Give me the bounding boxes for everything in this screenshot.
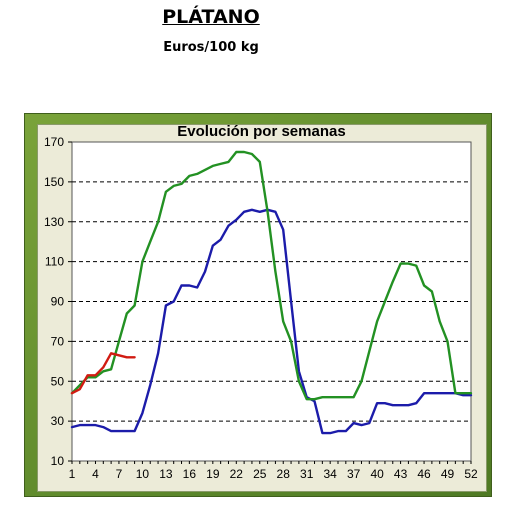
xtick-label-10: 10 <box>136 467 150 481</box>
ytick-label-10: 10 <box>51 454 65 468</box>
xtick-label-37: 37 <box>347 467 361 481</box>
xtick-label-52: 52 <box>464 467 478 481</box>
ytick-label-30: 30 <box>51 414 65 428</box>
series-line-2 <box>70 150 473 401</box>
xtick-label-34: 34 <box>323 467 337 481</box>
series-line-3 <box>70 352 136 395</box>
xtick-label-49: 49 <box>441 467 455 481</box>
xtick-label-22: 22 <box>230 467 244 481</box>
chart-frame: Evolución por semanas 10 30 50 70 90 110 130 150… <box>24 113 492 497</box>
xtick-label-40: 40 <box>370 467 384 481</box>
ytick-label-90: 90 <box>51 295 65 309</box>
xtick-label-28: 28 <box>277 467 291 481</box>
xtick-label-1: 1 <box>69 467 76 481</box>
ytick-label-150: 150 <box>44 175 64 189</box>
xtick-label-25: 25 <box>253 467 267 481</box>
xtick-label-31: 31 <box>300 467 314 481</box>
xtick-label-7: 7 <box>116 467 123 481</box>
ytick-label-70: 70 <box>51 334 65 348</box>
xtick-label-4: 4 <box>92 467 99 481</box>
ytick-label-110: 110 <box>45 255 64 269</box>
ytick-label-50: 50 <box>51 374 65 388</box>
xtick-label-46: 46 <box>417 467 431 481</box>
series-line-1 <box>70 208 473 435</box>
xtick-label-19: 19 <box>206 467 220 481</box>
unit-subtitle: Euros/100 kg <box>163 40 259 55</box>
page-title: PLÁTANO <box>162 6 260 28</box>
xtick-label-16: 16 <box>183 467 197 481</box>
ytick-label-130: 130 <box>44 215 64 229</box>
xtick-label-43: 43 <box>394 467 408 481</box>
chart-title: Evolución por semanas <box>177 123 345 140</box>
xtick-label-13: 13 <box>159 467 173 481</box>
ytick-label-170: 170 <box>44 135 64 149</box>
line-chart: Evolución por semanas1030507090110130150… <box>44 123 478 481</box>
